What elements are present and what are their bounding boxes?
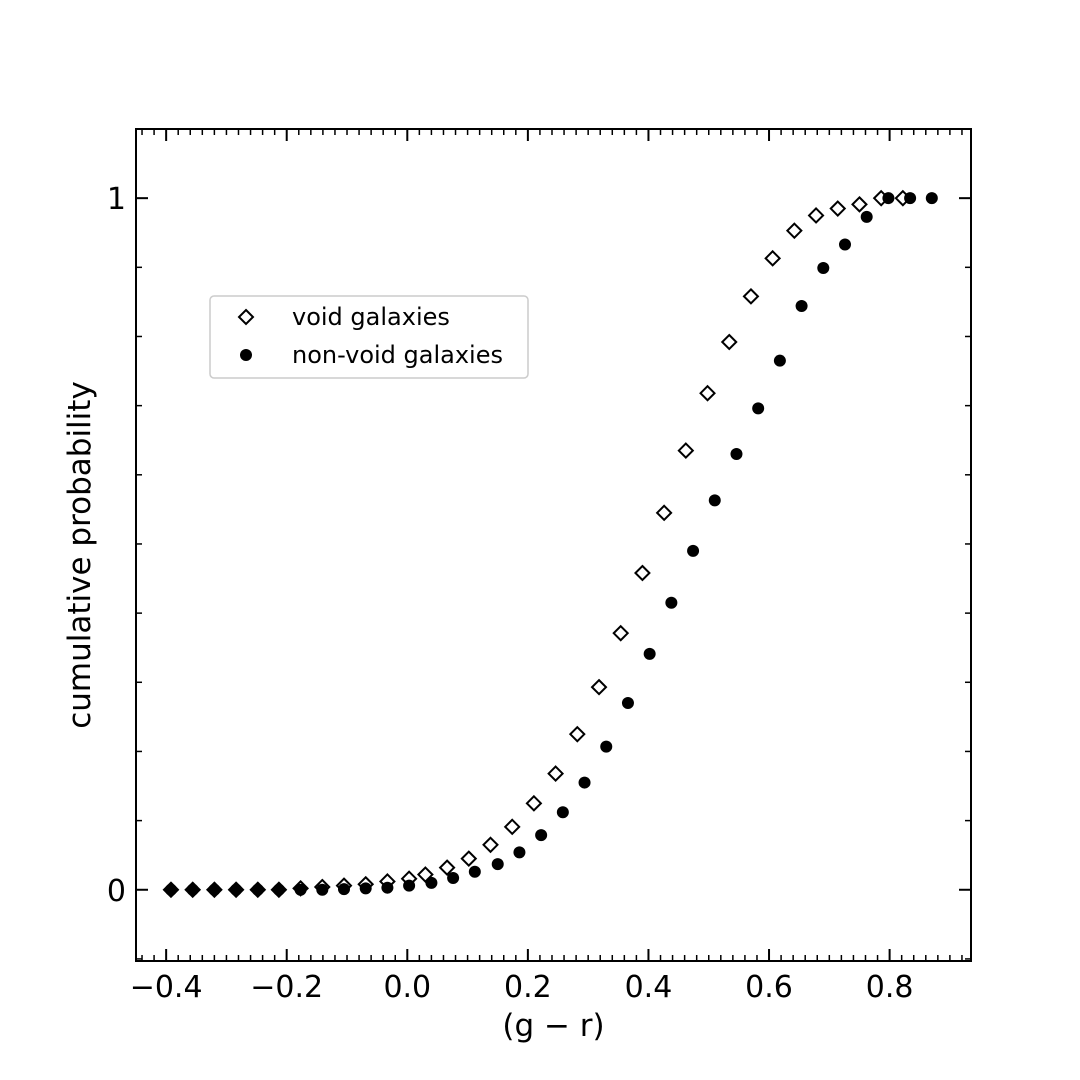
non-void-galaxy-point — [752, 402, 765, 415]
void-galaxy-point — [764, 249, 782, 267]
non-void-galaxy-point — [795, 300, 808, 313]
legend-label-non-void: non-void galaxies — [292, 341, 503, 369]
non-void-galaxy-point — [535, 829, 548, 842]
void-galaxy-point — [655, 504, 673, 522]
legend: void galaxies non-void galaxies — [209, 295, 529, 379]
void-galaxy-point — [482, 836, 499, 854]
x-tick-label: 0.0 — [383, 970, 431, 1005]
non-void-galaxy-point — [665, 596, 678, 609]
non-void-galaxy-point — [600, 740, 613, 753]
void-galaxy-point — [547, 765, 565, 782]
x-tick-label: 0.2 — [504, 970, 552, 1005]
legend-marker-void — [237, 308, 255, 326]
axis-tick-labels: −0.4 −0.2 0.0 0.2 0.4 0.6 0.8 0 1 — [107, 182, 914, 1005]
plot-frame — [135, 128, 972, 962]
non-void-galaxy-point — [491, 858, 504, 871]
non-void-galaxy-point — [643, 647, 656, 660]
non-void-galaxy-point — [925, 192, 938, 205]
y-tick-label: 1 — [107, 182, 126, 217]
void-galaxy-point — [829, 200, 847, 217]
non-void-galaxy-point — [316, 883, 329, 896]
void-galaxy-point — [525, 794, 543, 812]
legend-box — [209, 295, 529, 379]
legend-label-void: void galaxies — [292, 303, 450, 331]
void-galaxy-point — [634, 564, 651, 582]
void-galaxy-point — [699, 384, 716, 402]
non-void-galaxy-point — [337, 883, 350, 896]
legend-diamond-marker — [237, 308, 255, 326]
non-void-galaxy-point — [251, 883, 264, 896]
x-tick-label: 0.8 — [866, 970, 914, 1005]
void-galaxy-point — [503, 818, 521, 836]
non-void-galaxy-point — [730, 448, 743, 461]
non-void-galaxy-point — [513, 846, 526, 859]
non-void-galaxy-point — [468, 865, 481, 878]
non-void-galaxy-point — [359, 882, 372, 895]
void-galaxy-point — [742, 287, 760, 305]
non-void-galaxy-point — [687, 544, 700, 557]
non-void-galaxy-point — [272, 883, 285, 896]
void-galaxy-point — [720, 333, 738, 351]
void-galaxy-point — [785, 222, 803, 240]
non-void-galaxy-point — [838, 238, 851, 251]
legend-marker-non-void — [240, 349, 252, 361]
non-void-galaxy-point — [208, 883, 221, 896]
void-galaxy-point — [460, 850, 478, 868]
legend-circle-marker — [240, 349, 252, 361]
non-void-galaxy-point — [621, 697, 634, 710]
non-void-galaxy-point — [294, 883, 307, 896]
x-tick-label: 0.4 — [625, 970, 673, 1005]
void-galaxy-point — [677, 442, 695, 460]
non-void-galaxy-point — [403, 879, 416, 892]
x-tick-label: 0.6 — [745, 970, 793, 1005]
y-tick-label: 0 — [107, 874, 126, 909]
x-axis-label: (g − r) — [502, 1008, 604, 1044]
void-galaxy-point — [807, 207, 825, 224]
void-galaxy-point — [851, 195, 868, 213]
data-marks — [162, 189, 938, 899]
non-void-galaxy-point — [425, 876, 438, 889]
void-galaxy-point — [438, 859, 456, 877]
non-void-galaxy-point — [817, 262, 830, 275]
non-void-galaxy-point — [860, 210, 873, 223]
x-tick-label: −0.2 — [250, 970, 323, 1005]
non-void-galaxy-point — [773, 354, 786, 367]
void-galaxy-point — [612, 624, 630, 642]
non-void-galaxy-point — [904, 192, 917, 205]
void-galaxy-point — [590, 678, 608, 696]
non-void-galaxy-point — [186, 883, 199, 896]
non-void-galaxy-point — [447, 872, 460, 885]
non-void-galaxy-point — [164, 883, 177, 896]
non-void-galaxy-point — [708, 494, 721, 507]
non-void-galaxy-point — [882, 192, 895, 205]
non-void-galaxy-point — [556, 806, 569, 819]
x-tick-label: −0.4 — [130, 970, 203, 1005]
non-void-galaxy-point — [381, 881, 394, 894]
y-axis-label: cumulative probability — [62, 381, 98, 729]
void-galaxy-point — [568, 725, 586, 743]
non-void-galaxy-point — [578, 776, 591, 789]
non-void-galaxy-point — [230, 883, 243, 896]
